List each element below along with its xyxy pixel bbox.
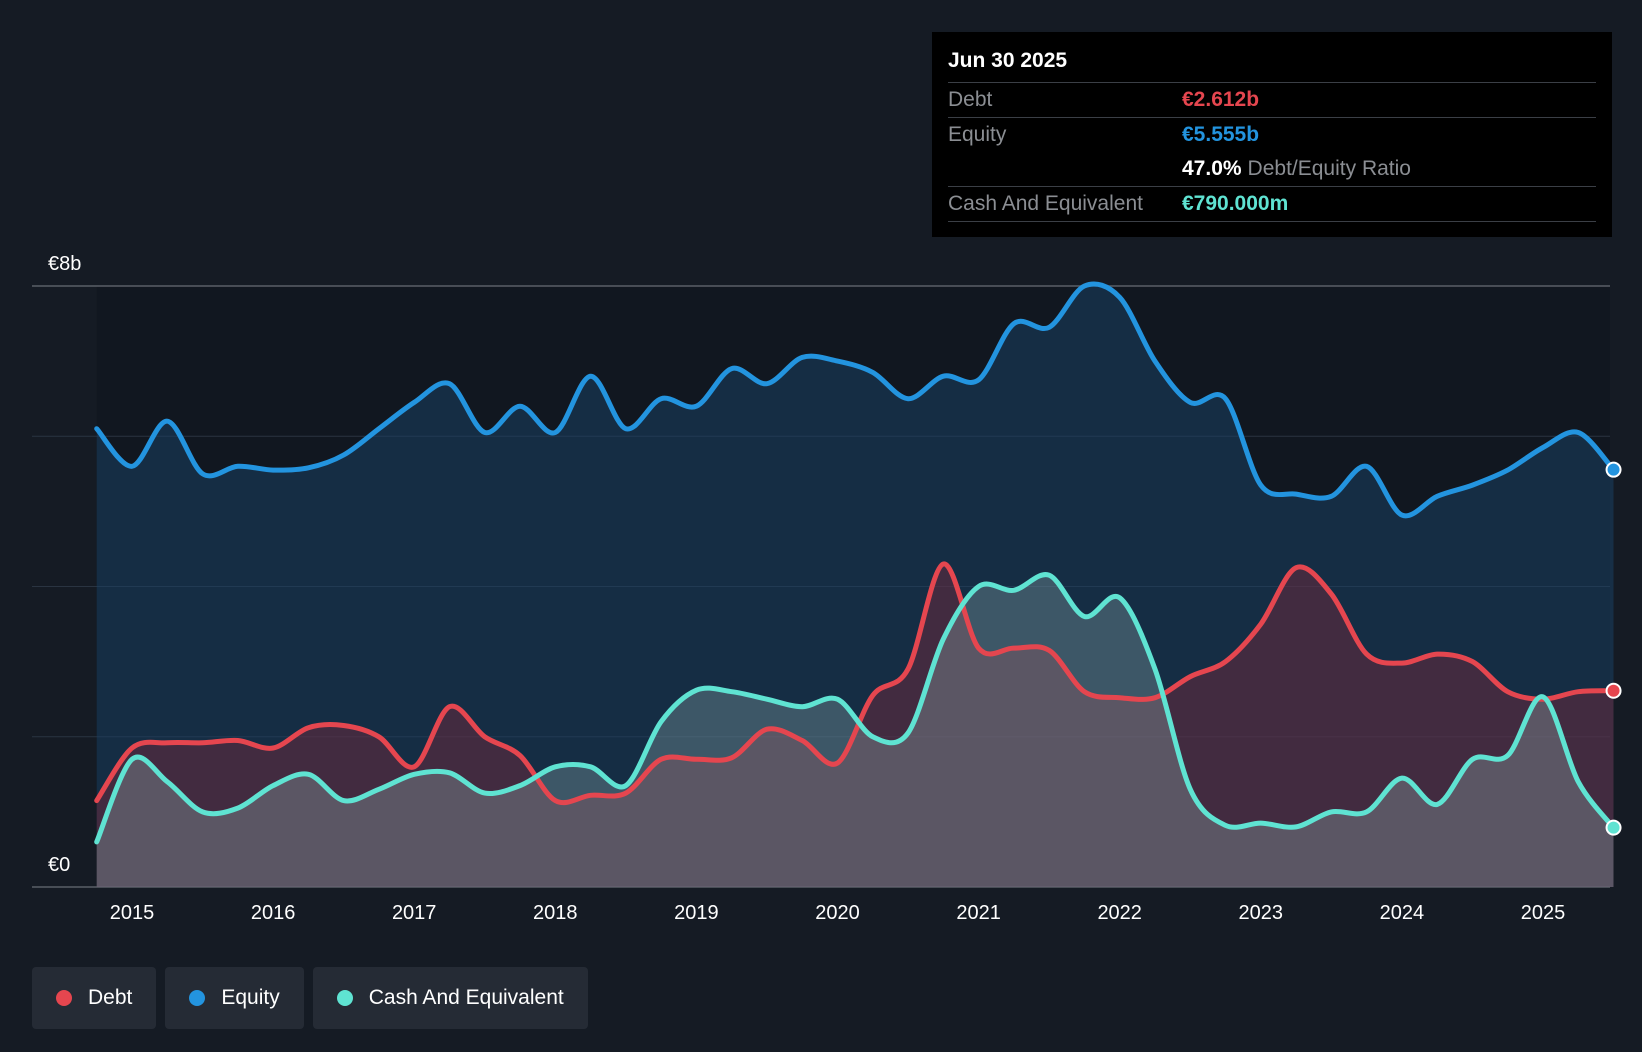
tooltip-equity-value: €5.555b — [1182, 123, 1260, 146]
x-tick-label: 2018 — [533, 902, 578, 924]
tooltip-ratio-value: 47.0% — [1182, 157, 1242, 180]
cash-dot-icon — [336, 990, 353, 1006]
x-tick-label: 2024 — [1380, 902, 1425, 924]
legend-debt-label: Debt — [88, 986, 133, 1009]
x-tick-label: 2020 — [815, 902, 860, 924]
equity-line — [94, 281, 1616, 519]
hover-tooltip: Jun 30 2025 Debt €2.612b Equity €5.555b … — [932, 32, 1612, 237]
axis-labels: €0 €8b 2015 2016 2017 2018 2019 2020 2021 2022 202… — [48, 253, 1565, 924]
x-tick-label: 2022 — [1097, 902, 1142, 924]
tooltip-cash-label: Cash And Equivalent — [948, 192, 1143, 215]
debt-dot-icon — [56, 990, 72, 1006]
tooltip-row-cash: Cash And Equivalent €790.000m — [948, 186, 1596, 222]
debt-area — [96, 563, 1614, 887]
tooltip-row-debt: Debt €2.612b — [948, 82, 1596, 117]
tooltip-ratio-label: Debt/Equity Ratio — [1247, 157, 1411, 180]
x-tick-label: 2015 — [110, 902, 155, 924]
tooltip-equity-label: Equity — [948, 123, 1007, 146]
tooltip-row-equity: Equity €5.555b — [948, 117, 1596, 152]
tooltip-cash-value: €790.000m — [1182, 192, 1289, 215]
x-tick-label: 2016 — [251, 902, 296, 924]
end-markers — [1605, 461, 1622, 836]
y-tick-label-max: €8b — [48, 253, 81, 275]
equity-dot-icon — [189, 990, 206, 1006]
tooltip-debt-label: Debt — [948, 88, 993, 111]
chart-legend: Debt Equity Cash And Equivalent — [32, 967, 588, 1029]
legend-item-equity[interactable]: Equity — [165, 967, 304, 1029]
cash-line — [94, 572, 1616, 845]
series-lines — [94, 281, 1616, 845]
cash-end-marker — [1605, 819, 1622, 836]
legend-item-cash[interactable]: Cash And Equivalent — [312, 967, 588, 1029]
x-tick-label: 2019 — [674, 902, 719, 924]
x-tick-label: 2025 — [1521, 902, 1566, 924]
equity-end-marker — [1605, 461, 1622, 478]
tooltip-row-ratio: 47.0% Debt/Equity Ratio — [948, 152, 1596, 186]
tooltip-debt-value: €2.612b — [1182, 88, 1260, 111]
x-tick-label: 2021 — [956, 902, 1001, 924]
legend-equity-label: Equity — [221, 986, 280, 1009]
x-tick-label: 2017 — [392, 902, 437, 924]
y-tick-label-min: €0 — [48, 854, 70, 876]
legend-cash-label: Cash And Equivalent — [368, 986, 564, 1009]
tooltip-date: Jun 30 2025 — [948, 49, 1068, 72]
legend-item-debt[interactable]: Debt — [32, 967, 157, 1029]
debt-end-marker — [1605, 682, 1622, 699]
debt-line — [94, 561, 1616, 806]
equity-area — [96, 284, 1614, 887]
x-tick-label: 2023 — [1239, 902, 1284, 924]
